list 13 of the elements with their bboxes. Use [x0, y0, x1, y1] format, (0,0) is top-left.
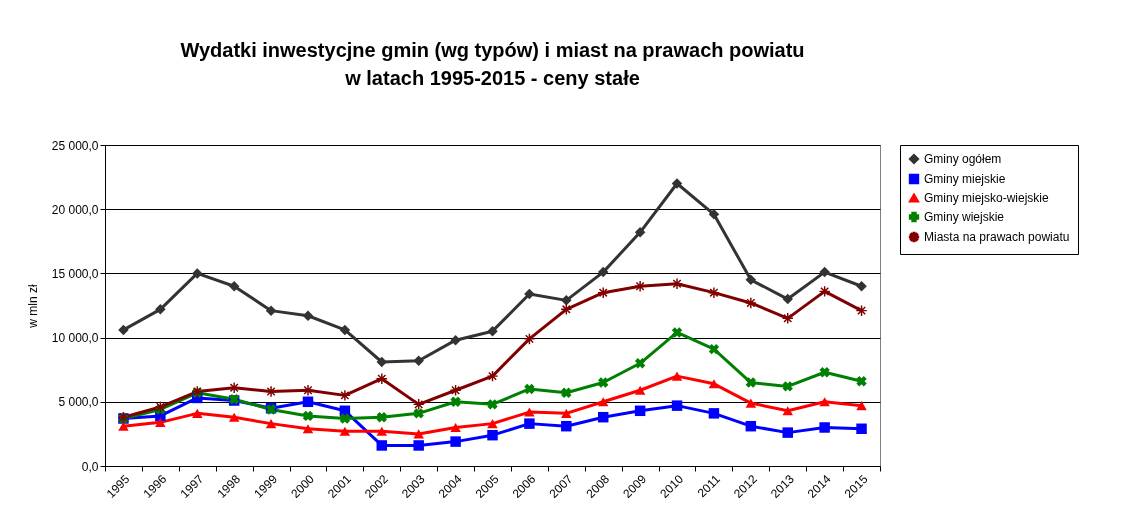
legend-label: Gminy wiejskie — [924, 210, 1005, 224]
legend-label: Gminy ogółem — [924, 152, 1002, 166]
legend-label: Miasta na prawach powiatu — [924, 230, 1070, 244]
y-tick-label: 10 000,0 — [51, 331, 99, 346]
y-tick-label: 0,0 — [81, 459, 99, 474]
legend-label: Gminy miejsko-wiejskie — [924, 191, 1050, 205]
chart-title: Wydatki inwestycjne gmin (wg typów) i miast na prawach powiatu w latach 1995-2015 - ceny stałe — [180, 39, 805, 89]
legend-label: Gminy miejskie — [924, 172, 1006, 186]
y-tick-label: 5 000,0 — [58, 395, 99, 410]
y-tick-label: 25 000,0 — [51, 138, 99, 153]
y-tick-label: 20 000,0 — [51, 202, 99, 217]
y-axis-title: w mln zł — [25, 284, 40, 329]
y-tick-label: 15 000,0 — [51, 266, 99, 281]
